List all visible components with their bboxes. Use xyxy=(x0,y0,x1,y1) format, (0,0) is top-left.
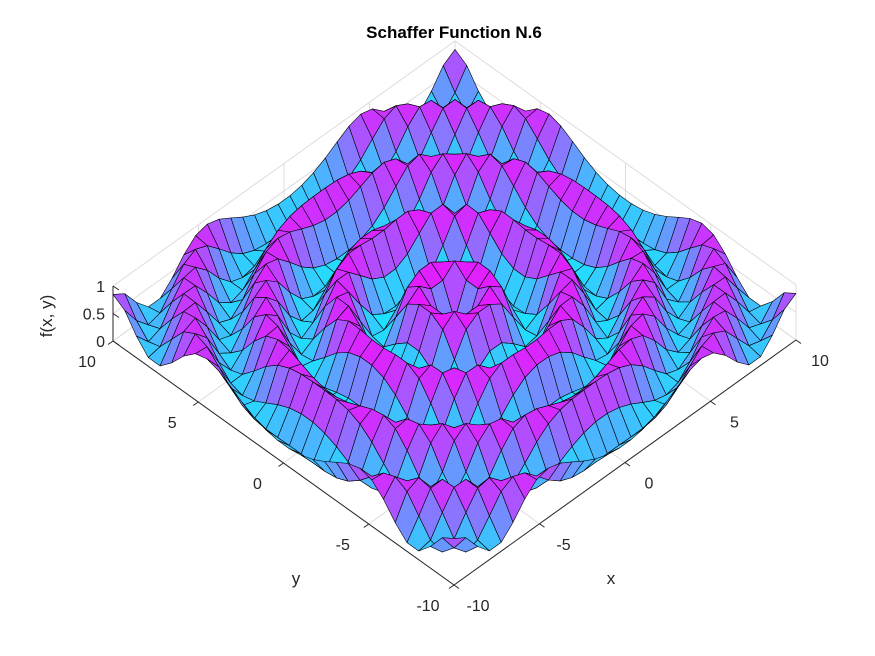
surface xyxy=(112,49,797,553)
grid-line xyxy=(112,40,797,287)
chart-title: Schaffer Function N.6 xyxy=(366,23,542,42)
x-axis-label: x xyxy=(607,569,616,588)
z-tick-label: 1 xyxy=(96,279,105,296)
x-tick-mark xyxy=(624,462,631,467)
z-axis-label: f(x, y) xyxy=(37,295,56,338)
z-tick-mark xyxy=(112,285,120,291)
x-tick-label: -5 xyxy=(556,537,570,554)
y-axis-label: y xyxy=(292,569,301,588)
x-tick-label: 5 xyxy=(730,414,739,431)
y-tick-mark xyxy=(192,401,199,406)
x-tick-mark xyxy=(539,523,545,528)
y-tick-mark xyxy=(448,584,455,589)
y-tick-mark xyxy=(278,462,284,467)
x-tick-label: 0 xyxy=(645,476,654,493)
y-tick-mark xyxy=(107,340,114,345)
y-tick-label: -10 xyxy=(416,598,439,615)
y-tick-label: 0 xyxy=(253,476,262,493)
z-tick-mark xyxy=(112,340,120,346)
x-tick-mark xyxy=(795,339,802,344)
y-tick-mark xyxy=(363,523,370,528)
x-tick-mark xyxy=(710,400,716,406)
x-tick-label: 10 xyxy=(811,353,829,370)
z-tick-mark xyxy=(112,313,120,318)
y-tick-label: 5 xyxy=(168,415,177,432)
surface-patch xyxy=(441,537,467,549)
y-tick-label: -5 xyxy=(336,537,350,554)
z-tick-label: 0.5 xyxy=(83,307,105,324)
x-tick-mark xyxy=(453,584,460,589)
y-tick-label: 10 xyxy=(78,354,96,371)
z-tick-label: 0 xyxy=(96,334,105,351)
x-tick-label: -10 xyxy=(466,598,489,615)
